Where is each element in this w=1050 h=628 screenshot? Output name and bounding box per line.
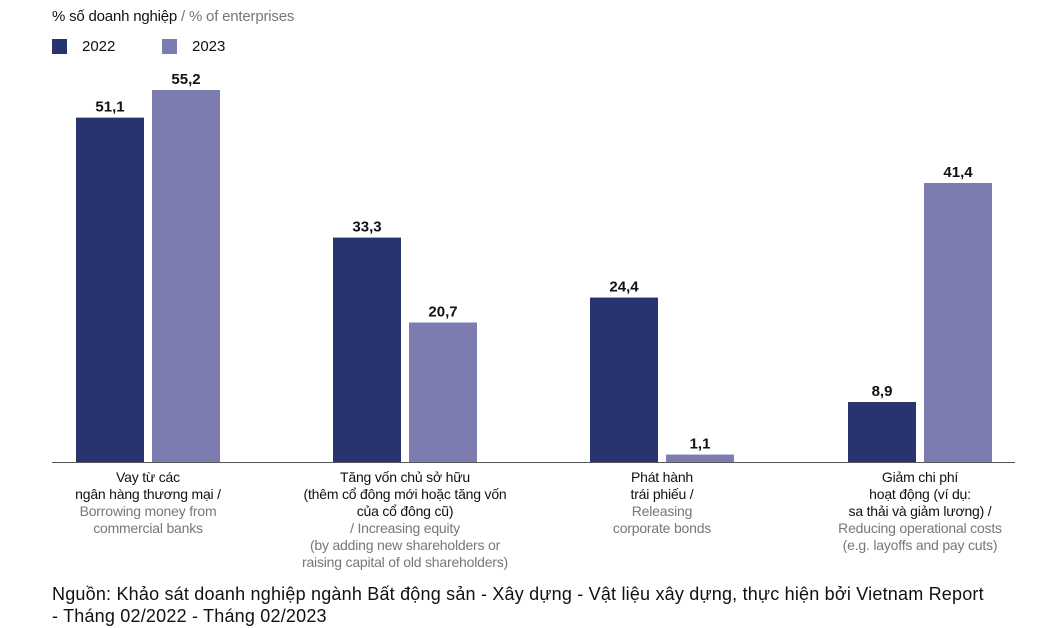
category-label-4-vi-line: Giảm chi phí <box>881 469 959 485</box>
category-label-4: Giảm chi phí hoạt động (ví dụ: sa thải và … <box>790 469 1050 554</box>
data-label-2022-cat-4: 8,9 <box>872 383 893 400</box>
data-label-2023-cat-1: 55,2 <box>171 71 200 88</box>
legend-item-2022: 2022 <box>52 38 115 55</box>
data-label-2023-cat-3: 1,1 <box>690 436 711 453</box>
legend-swatch-2023 <box>162 39 177 54</box>
category-label-3-en-line: corporate bonds <box>612 520 712 536</box>
legend-label-2023: 2023 <box>192 38 226 55</box>
category-label-4-vi-line: sa thải và giảm lương) / <box>848 503 992 519</box>
data-label-2023-cat-2: 20,7 <box>428 304 457 321</box>
category-label-2-vi-line: Tăng vốn chủ sở hữu <box>340 469 470 485</box>
category-label-1-vi-line: Vay từ các <box>116 469 180 485</box>
category-label-1-en-line: commercial banks <box>93 520 203 536</box>
category-label-2-vi-line: (thêm cổ đông mới hoặc tăng vốn <box>303 486 507 502</box>
category-label-1: Vay từ các ngân hàng thương mại / Borrowin… <box>18 469 278 537</box>
legend-label-2022: 2022 <box>82 38 116 55</box>
unit-label-en: / % of enterprises <box>181 8 295 25</box>
category-label-2-vi-line: của cổ đông cũ) <box>356 503 454 519</box>
category-label-2: Tăng vốn chủ sở hữu (thêm cổ đông mới hoặ… <box>275 469 535 571</box>
bar-2022-cat-2 <box>333 237 401 462</box>
category-label-1-vi-line: ngân hàng thương mại / <box>75 486 221 502</box>
bar-2022-cat-4 <box>848 402 916 462</box>
bar-2023-cat-3 <box>666 454 734 462</box>
category-label-3-vi-line: Phát hành <box>630 469 694 485</box>
data-label-2023-cat-4: 41,4 <box>943 164 973 181</box>
data-label-2022-cat-3: 24,4 <box>609 279 639 296</box>
bar-2023-cat-4 <box>924 183 992 462</box>
category-label-4-en-line: Reducing operational costs <box>838 520 1002 536</box>
legend-swatch-2022 <box>52 39 67 54</box>
category-label-2-en-line: raising capital of old shareholders) <box>301 554 509 570</box>
category-label-4-en-line: (e.g. layoffs and pay cuts) <box>842 537 998 553</box>
data-label-2022-cat-1: 51,1 <box>95 99 124 116</box>
category-label-2-en-line: (by adding new shareholders or <box>309 537 501 553</box>
bar-2022-cat-3 <box>590 297 658 462</box>
unit-label-vi: % số doanh nghiệp <box>52 8 178 25</box>
source-note: Nguồn: Khảo sát doanh nghiệp ngành Bất đ… <box>52 584 984 626</box>
legend-item-2023: 2023 <box>162 38 225 55</box>
bar-2023-cat-1 <box>152 90 220 462</box>
category-label-1-en-line: Borrowing money from <box>79 503 217 519</box>
category-label-2-en-line: / Increasing equity <box>350 520 460 536</box>
category-label-3-en-line: Releasing <box>631 503 693 519</box>
bar-2022-cat-1 <box>76 117 144 462</box>
data-label-2022-cat-2: 33,3 <box>352 219 381 236</box>
y-axis-unit-label: % số doanh nghiệp / % of enterprises <box>52 8 294 25</box>
category-label-4-vi-line: hoạt động (ví dụ: <box>869 486 971 502</box>
bar-2023-cat-2 <box>409 322 477 462</box>
category-label-3-vi-line: trái phiếu / <box>630 486 694 502</box>
category-label-3: Phát hành trái phiếu / Releasing corporate … <box>532 469 792 537</box>
